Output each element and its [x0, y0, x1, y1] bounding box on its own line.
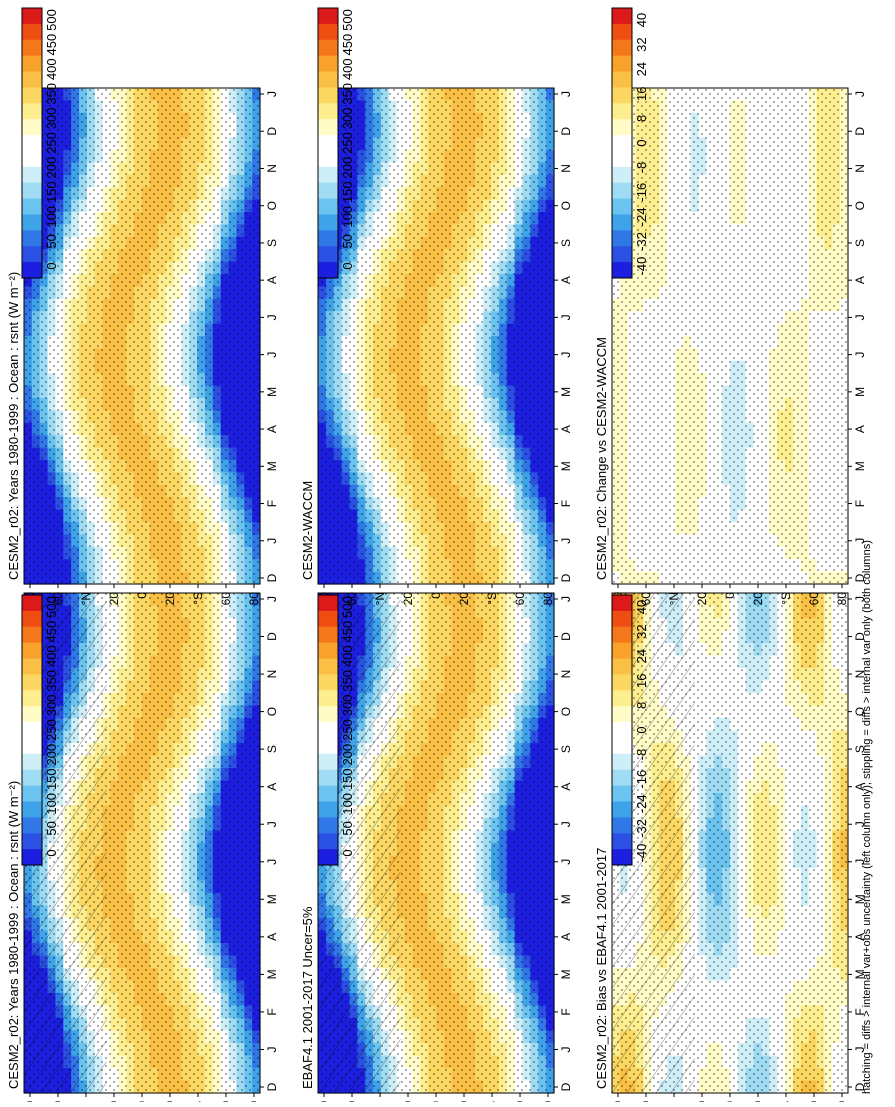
month-tick-label: O [265, 707, 279, 716]
month-tick-label: M [265, 461, 279, 471]
panel-title: EBAF4.1 2001-2017 Uncer=5% [300, 906, 315, 1089]
month-tick-label: J [559, 596, 573, 602]
month-tick-label: M [265, 969, 279, 979]
month-tick-label: J [265, 314, 279, 320]
month-tick-label: F [265, 1008, 279, 1015]
month-tick-label: J [559, 1046, 573, 1052]
month-tick-label: J [559, 314, 573, 320]
lat-tick-label: 20 [163, 592, 177, 606]
month-tick-label: F [559, 1008, 573, 1015]
month-tick-label: D [265, 632, 279, 641]
month-tick-label: M [559, 461, 573, 471]
panel-title: CESM2_r02: Years 1980-1999 : Ocean : rsn… [6, 781, 21, 1089]
month-tick-label: J [559, 352, 573, 358]
lat-tick-label: 60 [219, 592, 233, 606]
month-tick-label: J [559, 538, 573, 544]
panel-title: CESM2_r02: Years 1980-1999 : Ocean : rsn… [6, 272, 21, 580]
month-tick-label: N [265, 670, 279, 679]
month-tick-label: M [559, 969, 573, 979]
month-tick-label: S [559, 745, 573, 753]
month-tick-label: D [559, 632, 573, 641]
month-tick-label: A [265, 425, 279, 433]
month-tick-label: S [559, 239, 573, 247]
month-tick-label: D [265, 1082, 279, 1091]
lat-tick-label: 60 [513, 592, 527, 606]
month-tick-label: J [559, 859, 573, 865]
lat-tick-label: 0 [429, 592, 443, 599]
month-tick-label: A [559, 425, 573, 433]
month-tick-label: F [559, 500, 573, 507]
month-tick-label: M [559, 894, 573, 904]
month-tick-label: J [265, 352, 279, 358]
lat-tick-label: °S [191, 592, 205, 605]
month-tick-label: J [559, 821, 573, 827]
month-tick-label: J [265, 821, 279, 827]
month-tick-label: A [559, 783, 573, 791]
month-tick-label: J [265, 91, 279, 97]
month-tick-label: N [559, 164, 573, 173]
month-tick-label: A [265, 783, 279, 791]
month-tick-label: O [559, 707, 573, 716]
lat-tick-label: 20 [401, 592, 415, 606]
lat-tick-label: 0 [135, 592, 149, 599]
month-tick-label: N [265, 164, 279, 173]
month-tick-label: J [265, 596, 279, 602]
month-tick-label: A [559, 933, 573, 941]
month-tick-label: S [265, 745, 279, 753]
lat-tick-label: 20 [457, 592, 471, 606]
month-tick-label: M [265, 894, 279, 904]
month-tick-label: A [265, 933, 279, 941]
month-tick-label: J [265, 538, 279, 544]
lat-tick-label: 80 [247, 592, 261, 606]
lat-tick-label: 20 [107, 592, 121, 606]
month-tick-label: M [559, 387, 573, 397]
month-tick-label: F [265, 500, 279, 507]
lat-tick-label: °N [79, 592, 93, 605]
panel-1: 8060°N20020°S6080DJFMAMJJASONDJCESM2_r02… [6, 593, 279, 1102]
month-tick-label: M [265, 387, 279, 397]
month-tick-label: D [265, 573, 279, 582]
month-tick-label: D [559, 1082, 573, 1091]
month-tick-label: A [559, 276, 573, 284]
month-tick-label: N [559, 670, 573, 679]
month-tick-label: O [265, 201, 279, 210]
lat-tick-label: 80 [541, 592, 555, 606]
stippling-overlay [24, 88, 260, 584]
month-tick-label: O [559, 201, 573, 210]
lat-tick-label: °N [373, 592, 387, 605]
month-tick-label: D [265, 127, 279, 136]
month-tick-label: A [265, 276, 279, 284]
month-tick-label: D [559, 573, 573, 582]
month-tick-label: S [265, 239, 279, 247]
month-tick-label: J [265, 859, 279, 865]
month-tick-label: J [265, 1046, 279, 1052]
lat-tick-label: °S [485, 592, 499, 605]
